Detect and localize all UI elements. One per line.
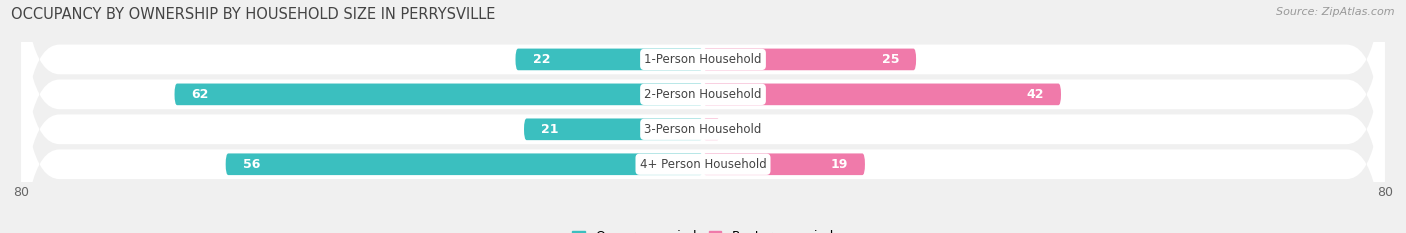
Text: 62: 62 — [191, 88, 209, 101]
FancyBboxPatch shape — [703, 154, 865, 175]
Text: OCCUPANCY BY OWNERSHIP BY HOUSEHOLD SIZE IN PERRYSVILLE: OCCUPANCY BY OWNERSHIP BY HOUSEHOLD SIZE… — [11, 7, 496, 22]
FancyBboxPatch shape — [21, 0, 1385, 202]
FancyBboxPatch shape — [703, 118, 720, 140]
FancyBboxPatch shape — [524, 118, 703, 140]
Text: 25: 25 — [882, 53, 898, 66]
Text: 42: 42 — [1026, 88, 1045, 101]
Text: Source: ZipAtlas.com: Source: ZipAtlas.com — [1277, 7, 1395, 17]
Text: 1-Person Household: 1-Person Household — [644, 53, 762, 66]
Legend: Owner-occupied, Renter-occupied: Owner-occupied, Renter-occupied — [568, 225, 838, 233]
FancyBboxPatch shape — [174, 84, 703, 105]
Text: 2-Person Household: 2-Person Household — [644, 88, 762, 101]
Text: 56: 56 — [243, 158, 260, 171]
Text: 19: 19 — [831, 158, 848, 171]
FancyBboxPatch shape — [703, 84, 1062, 105]
Text: 22: 22 — [533, 53, 550, 66]
FancyBboxPatch shape — [516, 49, 703, 70]
FancyBboxPatch shape — [21, 0, 1385, 233]
FancyBboxPatch shape — [703, 49, 917, 70]
FancyBboxPatch shape — [225, 154, 703, 175]
Text: 21: 21 — [541, 123, 558, 136]
Text: 2: 2 — [733, 123, 741, 136]
FancyBboxPatch shape — [21, 22, 1385, 233]
FancyBboxPatch shape — [21, 0, 1385, 233]
Text: 3-Person Household: 3-Person Household — [644, 123, 762, 136]
Text: 4+ Person Household: 4+ Person Household — [640, 158, 766, 171]
